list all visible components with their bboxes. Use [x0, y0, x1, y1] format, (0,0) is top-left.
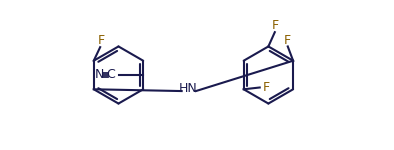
- Text: F: F: [272, 19, 279, 32]
- Text: C: C: [107, 69, 115, 81]
- Text: F: F: [97, 34, 104, 47]
- Text: F: F: [284, 33, 291, 46]
- Text: F: F: [262, 81, 270, 94]
- Text: N: N: [95, 69, 104, 81]
- Text: HN: HN: [179, 82, 197, 95]
